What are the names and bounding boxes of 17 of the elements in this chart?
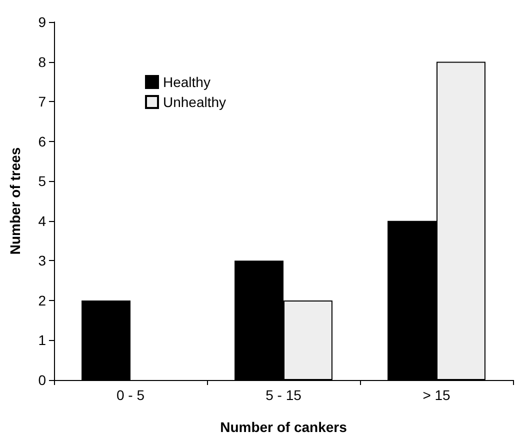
y-tick-label: 6	[38, 133, 46, 150]
y-tick-label: 2	[38, 292, 46, 308]
y-tick-label: 7	[38, 94, 46, 110]
y-tick-label: 1	[38, 332, 46, 348]
x-axis-title: Number of cankers	[220, 419, 348, 435]
y-tick-label: 3	[38, 252, 46, 269]
y-tick-label: 4	[38, 212, 46, 229]
y-tick-label: 8	[38, 54, 46, 70]
x-tick-label: > 15	[422, 387, 451, 403]
y-tick-label: 0	[38, 372, 46, 388]
legend-label: Healthy	[163, 74, 210, 90]
x-tick-label: 5 - 15	[266, 387, 302, 403]
legend-label: Unhealthy	[163, 94, 226, 110]
y-tick-label: 5	[38, 173, 46, 190]
x-tick-label: 0 - 5	[116, 387, 145, 403]
y-axis-title: Number of trees	[7, 147, 23, 255]
y-tick-label: 9	[38, 14, 46, 30]
